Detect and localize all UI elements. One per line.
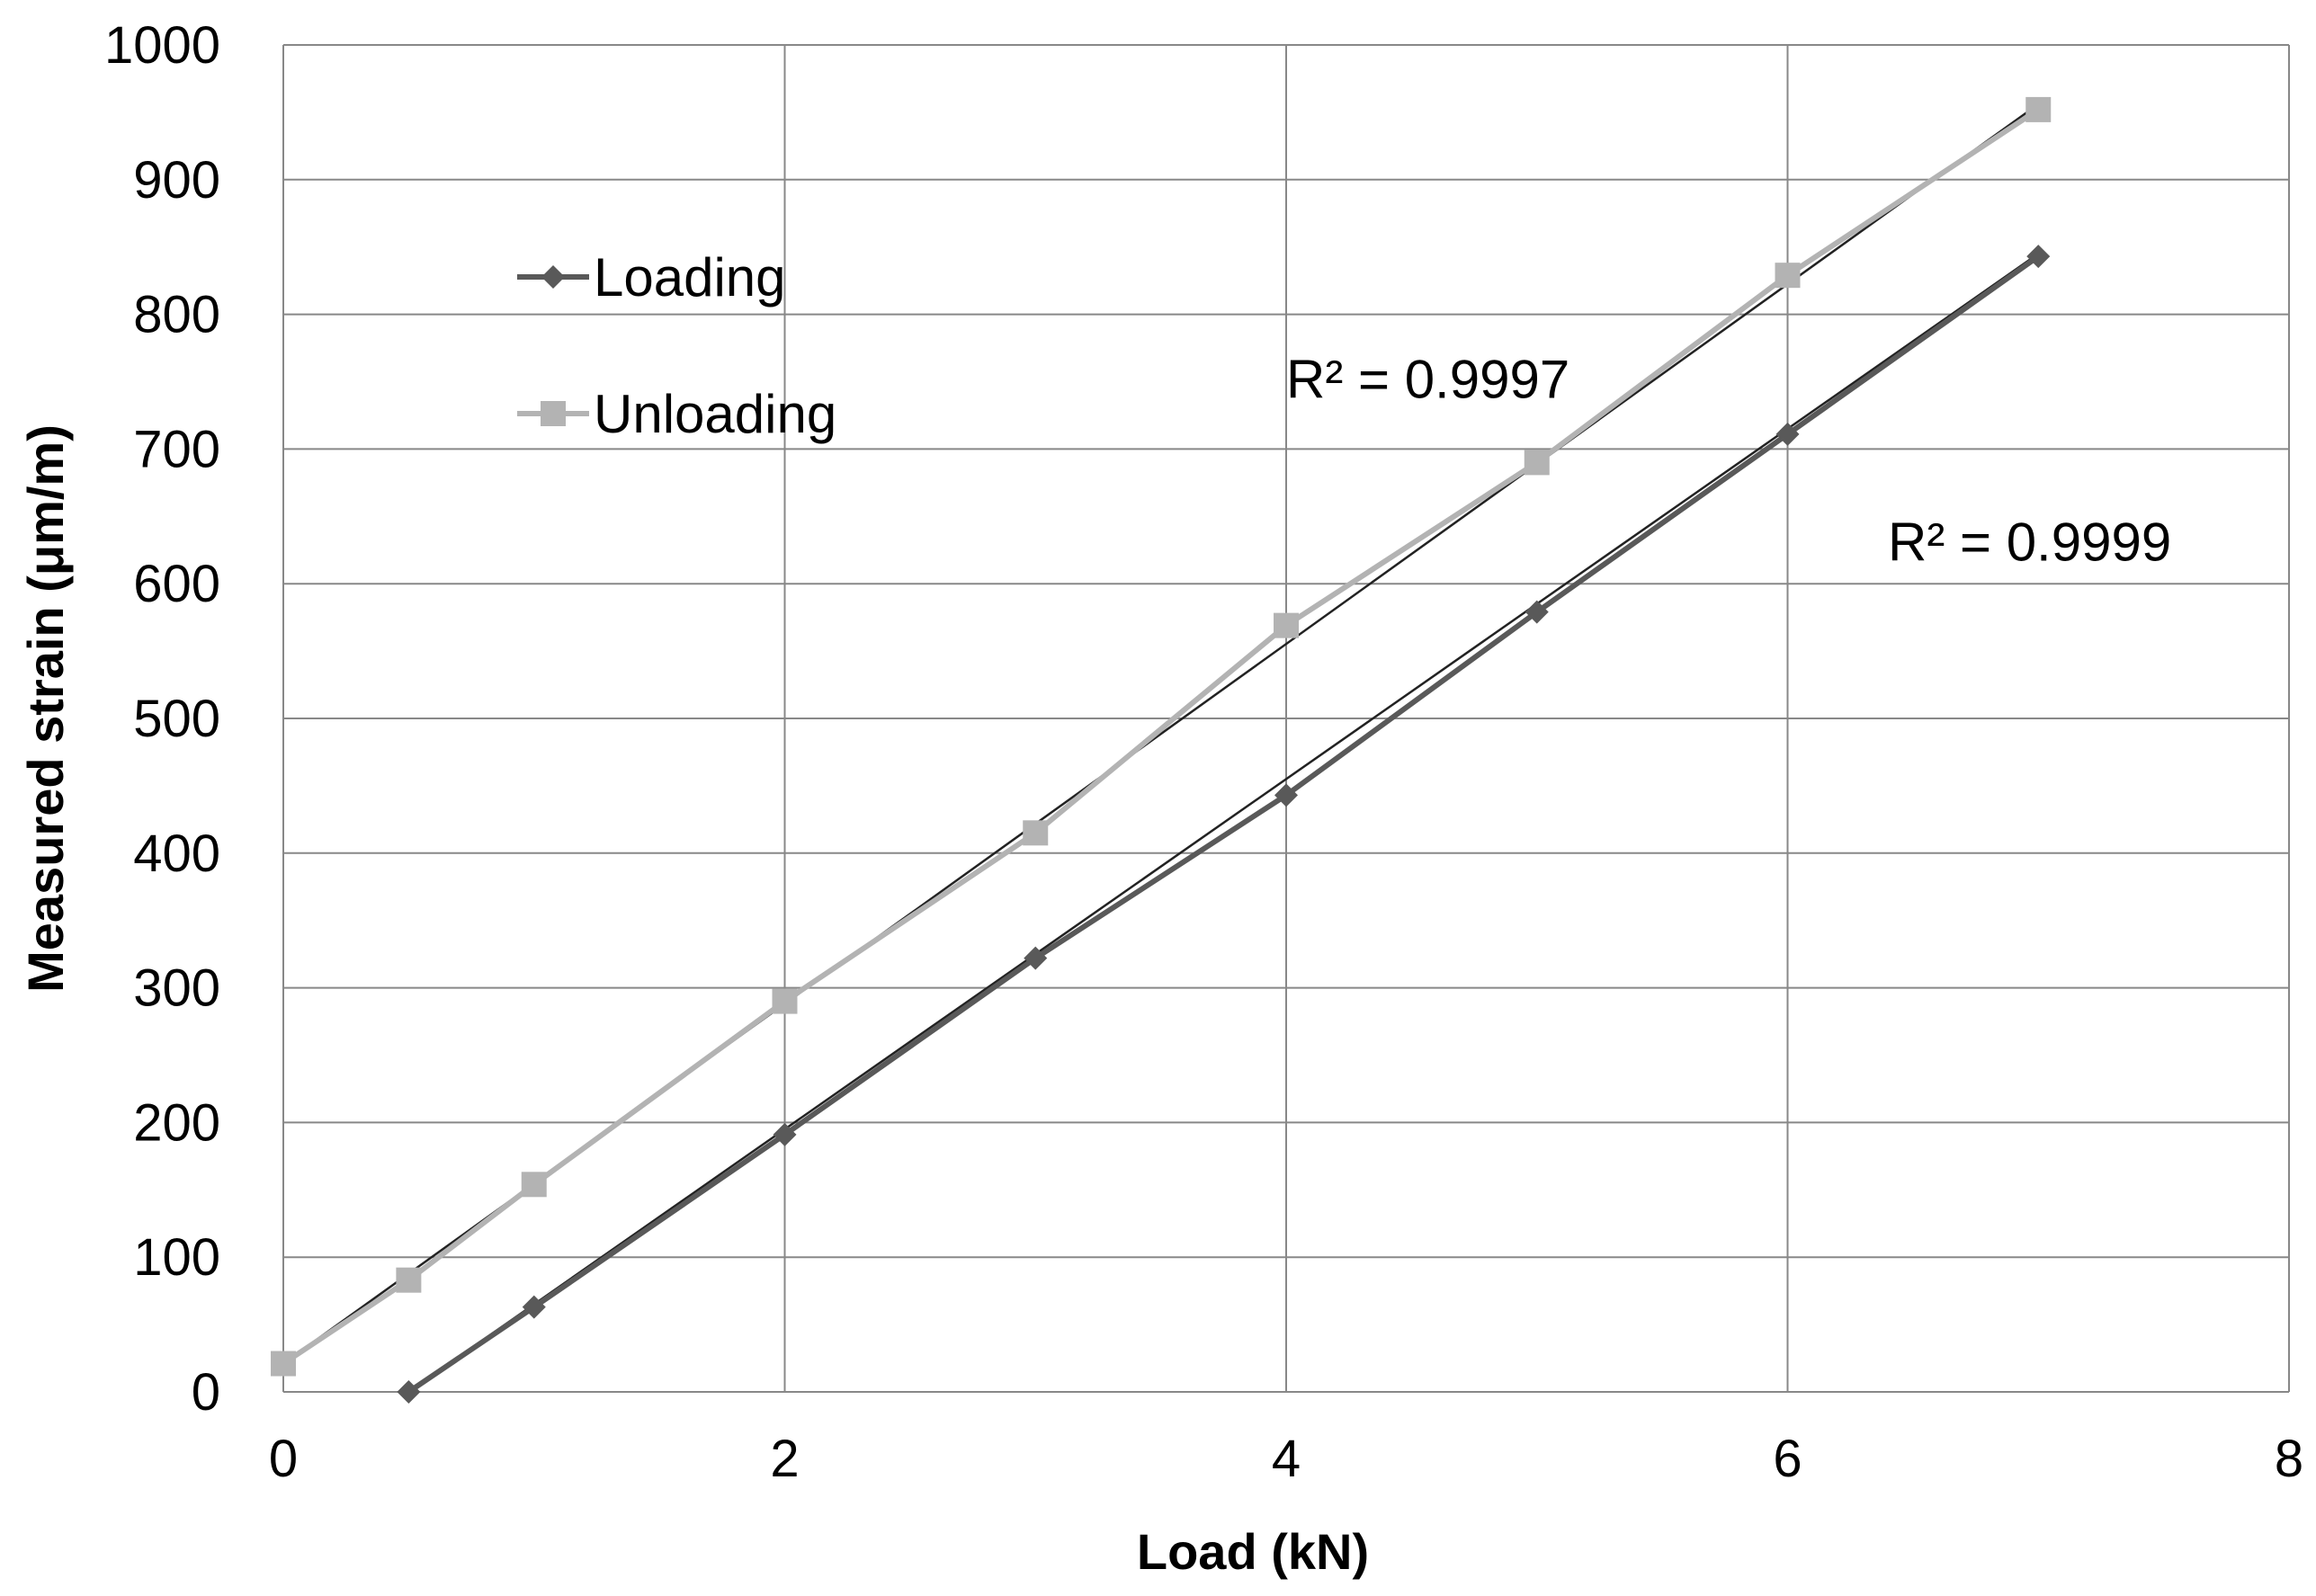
trendlines: [282, 103, 2039, 1394]
series-line-loading: [407, 254, 2040, 1395]
legend-label-unloading: Unloading: [594, 384, 836, 444]
y-tick-label: 0: [192, 1363, 220, 1422]
data-point-unloading: [2025, 96, 2052, 122]
y-tick-label: 900: [133, 151, 220, 210]
data-point-unloading: [1274, 612, 1299, 638]
legend-marker-loading: [541, 265, 565, 289]
data-point-loading: [1775, 422, 1800, 446]
series-group: [271, 96, 2052, 1404]
x-tick-label: 8: [2275, 1430, 2303, 1488]
y-tick-label: 600: [133, 555, 220, 613]
data-point-loading: [1525, 600, 1549, 624]
y-tick-label: 1000: [104, 16, 220, 75]
legend-label-loading: Loading: [594, 247, 786, 308]
annotations: R² = 0.9997 R² = 0.9999: [1286, 349, 2171, 572]
y-tick-label: 200: [133, 1093, 220, 1152]
tick-labels: 0 100 200 300 400 500 600 700 800 900 1000 0 2 4 6 8: [104, 16, 2303, 1488]
y-tick-label: 500: [133, 690, 220, 748]
data-point-loading: [1024, 946, 1048, 970]
data-point-unloading: [1524, 450, 1550, 476]
data-point-unloading: [1775, 263, 1801, 289]
data-point-loading: [2026, 245, 2051, 269]
x-tick-label: 2: [770, 1430, 799, 1488]
data-point-unloading: [772, 988, 798, 1014]
x-tick-label: 4: [1272, 1430, 1301, 1488]
data-point-loading: [1274, 783, 1298, 807]
data-point-loading: [522, 1295, 546, 1319]
legend: Loading Unloading: [517, 247, 836, 444]
grid: [282, 44, 2290, 1393]
x-tick-label: 6: [1773, 1430, 1802, 1488]
x-tick-label: 0: [269, 1430, 298, 1488]
y-axis-title: Measured strain (μm/m): [17, 424, 74, 993]
y-tick-label: 800: [133, 286, 220, 344]
x-axis-title: Load (kN): [1137, 1523, 1369, 1580]
r-squared-label: R² = 0.9997: [1286, 349, 1569, 409]
r-squared-label: R² = 0.9999: [1888, 513, 2171, 573]
y-tick-label: 300: [133, 959, 220, 1018]
data-point-loading: [773, 1122, 797, 1146]
data-point-loading: [397, 1380, 421, 1404]
trendline-loading: [407, 253, 2039, 1394]
legend-marker-unloading: [541, 401, 566, 426]
data-point-unloading: [1023, 820, 1049, 846]
data-point-unloading: [271, 1351, 296, 1377]
y-tick-label: 100: [133, 1228, 220, 1287]
data-point-unloading: [396, 1267, 422, 1293]
y-tick-label: 700: [133, 420, 220, 478]
data-point-unloading: [521, 1172, 547, 1198]
y-tick-label: 400: [133, 825, 220, 883]
